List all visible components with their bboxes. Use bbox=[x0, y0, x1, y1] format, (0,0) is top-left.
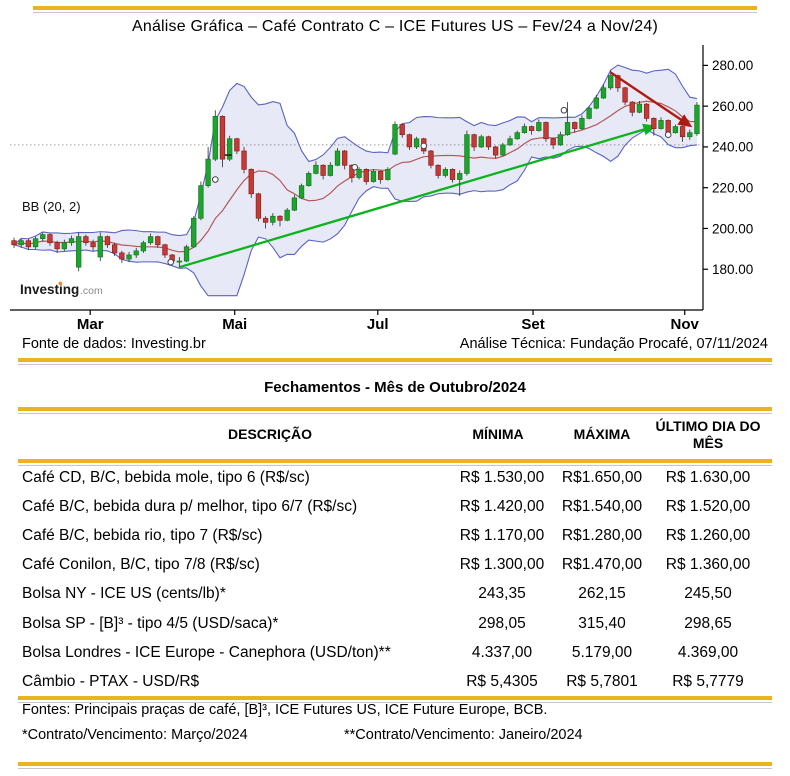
divider-header-bottom bbox=[18, 459, 772, 466]
row-value-min: 243,35 bbox=[478, 585, 526, 603]
row-value-min: 4.337,00 bbox=[471, 643, 533, 661]
column-header-description: DESCRIÇÃO bbox=[227, 426, 313, 442]
event-circle-marker bbox=[167, 258, 175, 266]
bb-indicator-label: BB (20, 2) bbox=[22, 199, 81, 214]
row-description: Café CD, B/C, bebida mole, tipo 6 (R$/sc… bbox=[22, 469, 310, 486]
row-value-last: R$ 1.260,00 bbox=[665, 527, 751, 545]
table-title: Fechamentos - Mês de Outubro/2024 bbox=[264, 379, 526, 396]
data-source-label: Fonte de dados: Investing.br bbox=[22, 336, 206, 352]
row-value-min: R$ 1.530,00 bbox=[459, 469, 545, 486]
table-row: Café Conilon, B/C, tipo 7/8 (R$/sc) R$ 1.… bbox=[0, 550, 790, 579]
divider-table-bottom bbox=[18, 696, 772, 703]
row-description: Bolsa NY - ICE US (cents/lb)* bbox=[22, 585, 226, 603]
table-row: Bolsa NY - ICE US (cents/lb)* 243,35 262,1… bbox=[0, 579, 790, 608]
row-value-last: R$ 1.360,00 bbox=[665, 556, 751, 574]
y-tick-label: 200.00 bbox=[712, 221, 753, 236]
watermark-accent-dot bbox=[58, 281, 63, 286]
row-description: Café B/C, bebida dura p/ melhor, tipo 6/… bbox=[22, 498, 358, 516]
downtrend-resistance-line bbox=[610, 71, 693, 128]
x-tick-label: Mai bbox=[222, 316, 247, 333]
table-row: Café CD, B/C, bebida mole, tipo 6 (R$/sc… bbox=[0, 463, 790, 492]
event-circle-marker bbox=[211, 176, 219, 183]
row-description: Câmbio - PTAX - USD/R$ bbox=[22, 672, 200, 690]
contract-note-1: *Contrato/Vencimento: Março/2024 bbox=[22, 727, 248, 743]
row-value-max: R$1.650,00 bbox=[561, 469, 643, 486]
table-row: Café B/C, bebida dura p/ melhor, tipo 6/… bbox=[0, 492, 790, 521]
y-tick-label: 280.00 bbox=[712, 58, 753, 73]
divider-top bbox=[33, 6, 757, 13]
column-header-last-day: ÚLTIMO DIA DO MÊS bbox=[655, 418, 761, 451]
divider-table-top bbox=[18, 407, 772, 414]
divider-chart-bottom bbox=[18, 358, 772, 365]
event-circle-marker bbox=[560, 106, 568, 114]
row-value-last: R$ 5,7779 bbox=[672, 672, 744, 690]
row-value-max: R$1.280,00 bbox=[561, 527, 643, 545]
sources-note: Fontes: Principais praças de café, [B]³,… bbox=[22, 702, 548, 718]
event-circle-marker bbox=[420, 142, 428, 150]
y-tick-label: 220.00 bbox=[712, 180, 753, 195]
row-value-min: R$ 1.170,00 bbox=[459, 527, 545, 545]
row-description: Café B/C, bebida rio, tipo 7 (R$/sc) bbox=[22, 527, 263, 545]
x-tick-label: Mar bbox=[77, 316, 104, 333]
row-value-min: R$ 1.420,00 bbox=[459, 498, 545, 516]
event-circle-marker bbox=[351, 164, 359, 171]
row-value-max: 315,40 bbox=[578, 614, 626, 632]
divider-bottom bbox=[18, 762, 772, 769]
row-value-last: 245,50 bbox=[684, 585, 732, 603]
column-header-min: MÍNIMA bbox=[472, 426, 524, 442]
row-value-max: R$ 5,7801 bbox=[566, 672, 638, 690]
table-row: Bolsa Londres - ICE Europe - Canephora (… bbox=[0, 638, 790, 667]
watermark-suffix: .com bbox=[80, 285, 103, 297]
table-row: Bolsa SP - [B]³ - tipo 4/5 (USD/saca)* 29… bbox=[0, 609, 790, 638]
event-circle-marker bbox=[664, 131, 672, 138]
x-tick-label: Set bbox=[521, 316, 544, 333]
bollinger-middle bbox=[13, 100, 697, 253]
row-value-last: R$ 1.630,00 bbox=[665, 469, 751, 486]
row-value-last: R$ 1.520,00 bbox=[665, 498, 751, 516]
row-description: Bolsa Londres - ICE Europe - Canephora (… bbox=[22, 643, 391, 661]
y-tick-label: 180.00 bbox=[712, 262, 753, 277]
row-value-max: 5.179,00 bbox=[571, 643, 633, 661]
contract-note-2: **Contrato/Vencimento: Janeiro/2024 bbox=[344, 727, 583, 743]
bollinger-upper bbox=[13, 64, 698, 246]
row-value-min: R$ 1.300,00 bbox=[459, 556, 545, 574]
investing-watermark: Investing bbox=[20, 282, 79, 297]
row-value-max: R$1.470,00 bbox=[561, 556, 643, 574]
column-header-max: MÁXIMA bbox=[573, 426, 631, 442]
row-value-min: 298,05 bbox=[478, 614, 526, 632]
y-tick-label: 240.00 bbox=[712, 140, 753, 155]
uptrend-support-line bbox=[179, 123, 657, 269]
bollinger-band-fill bbox=[14, 65, 697, 296]
row-value-last: 298,65 bbox=[684, 614, 732, 632]
page-title: Análise Gráfica – Café Contrato C – ICE … bbox=[131, 18, 659, 35]
row-value-min: R$ 5,4305 bbox=[466, 672, 538, 690]
analysis-credit-label: Análise Técnica: Fundação Procafé, 07/11… bbox=[459, 336, 768, 352]
x-tick-label: Nov bbox=[671, 316, 700, 333]
x-tick-label: Jul bbox=[367, 316, 389, 333]
row-value-max: R$1.540,00 bbox=[561, 498, 643, 516]
table-row: Câmbio - PTAX - USD/R$ R$ 5,4305 R$ 5,7801… bbox=[0, 667, 790, 696]
table-row: Café B/C, bebida rio, tipo 7 (R$/sc) R$ 1… bbox=[0, 521, 790, 550]
y-tick-label: 260.00 bbox=[712, 99, 753, 114]
row-description: Café Conilon, B/C, tipo 7/8 (R$/sc) bbox=[22, 556, 260, 574]
candlestick-chart: 180.00 200.00 220.00 240.00 260.00 280.00 Mar M… bbox=[10, 45, 753, 333]
row-value-last: 4.369,00 bbox=[677, 643, 739, 661]
row-value-max: 262,15 bbox=[578, 585, 626, 603]
row-description: Bolsa SP - [B]³ - tipo 4/5 (USD/saca)* bbox=[22, 614, 279, 632]
